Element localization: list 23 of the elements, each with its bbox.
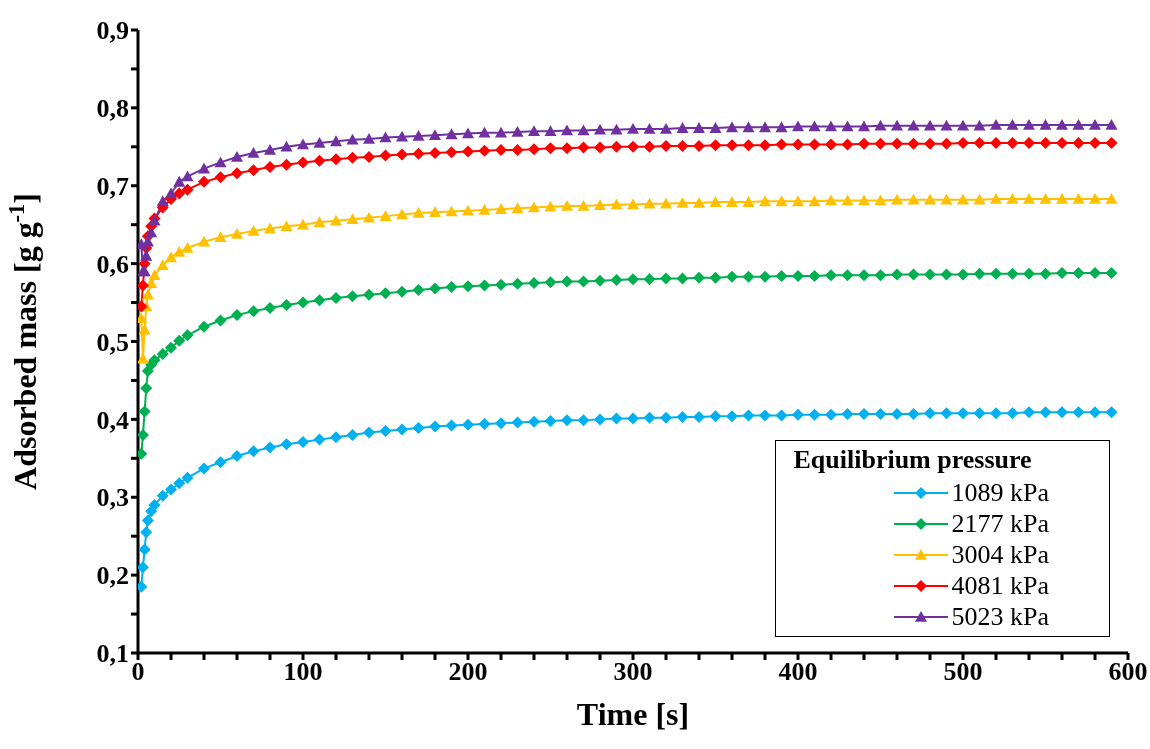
x-tick-label: 0	[131, 657, 145, 687]
y-tick-label: 0,3	[96, 483, 129, 513]
x-tick-label: 600	[1108, 657, 1148, 687]
y-tick-label: 0,1	[96, 639, 129, 669]
x-tick-label: 500	[943, 657, 983, 687]
y-tick-label: 0,4	[96, 405, 129, 435]
y-tick-label: 0,8	[96, 94, 129, 124]
x-tick-label: 400	[778, 657, 818, 687]
y-tick-label: 0,2	[96, 561, 129, 591]
legend-label: 5023 kPa	[951, 601, 1049, 632]
y-tick-label: 0,5	[96, 327, 129, 357]
x-tick-label: 100	[283, 657, 323, 687]
legend-label: 3004 kPa	[951, 539, 1049, 570]
legend-label: 1089 kPa	[951, 477, 1049, 508]
legend-label: 2177 kPa	[951, 508, 1049, 539]
legend-title: Equilibrium pressure	[793, 445, 1033, 475]
x-tick-label: 200	[448, 657, 488, 687]
x-axis-title: Time [s]	[576, 696, 690, 732]
y-tick-label: 0,7	[96, 171, 129, 201]
y-tick-label: 0,9	[96, 16, 129, 46]
x-tick-label: 300	[613, 657, 653, 687]
legend-label: 4081 kPa	[951, 570, 1049, 601]
y-tick-label: 0,6	[96, 249, 129, 279]
